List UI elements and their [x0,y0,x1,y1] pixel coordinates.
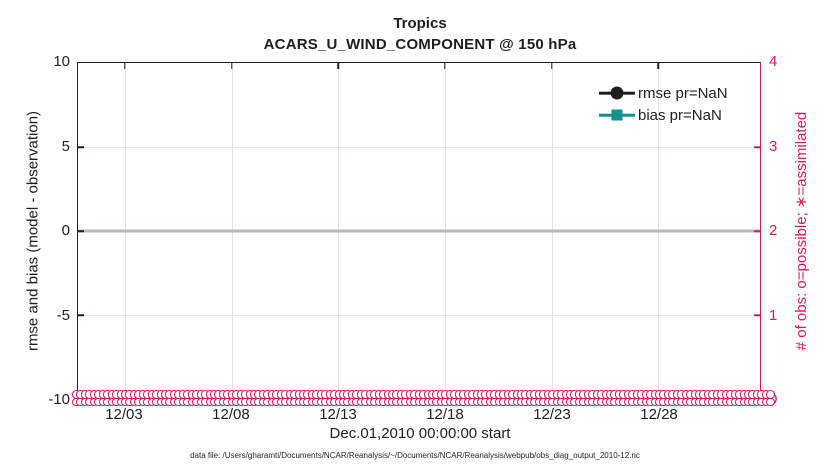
x-axis-tick-label: 12/08 [212,406,250,423]
legend-item: rmse pr=NaN [599,82,728,104]
x-axis-label: Dec.01,2010 00:00:00 start [329,425,511,442]
legend-sample [599,86,635,100]
legend-item: bias pr=NaN [599,104,728,126]
right-axis-tick-label: 1 [769,306,778,324]
x-tick-mark [230,63,233,69]
right-axis-tick-label: 3 [769,137,778,155]
x-tick-mark [657,63,660,69]
x-axis-tick-label: 12/28 [640,406,678,423]
x-tick-mark [124,63,126,69]
x-tick-mark [444,63,446,69]
x-tick-mark [337,63,339,69]
left-tick-mark [78,314,84,316]
legend: rmse pr=NaN bias pr=NaN [599,82,728,126]
chart-title: Tropics [393,15,447,32]
left-tick-mark [78,146,84,148]
legend-label: bias pr=NaN [638,106,722,124]
x-tick-mark [550,63,553,69]
right-axis-tick-label: 2 [769,222,778,239]
left-axis-tick-label: -5 [56,306,70,324]
square-marker-icon [611,109,623,121]
left-axis-tick-label: 10 [53,53,70,70]
right-axis-gridline [78,315,760,316]
obs-marker [766,397,775,407]
right-tick-mark [754,230,760,232]
x-axis-tick-label: 12/13 [319,406,357,423]
right-axis-tick-label: 4 [769,53,778,70]
legend-label: rmse pr=NaN [638,84,728,102]
circle-marker-icon [610,86,624,100]
x-axis-tick-label: 12/03 [105,406,143,423]
right-tick-mark [754,146,760,148]
x-axis-tick-label: 12/18 [426,406,464,423]
right-axis-gridline [78,147,760,148]
left-axis-tick-label: 0 [61,222,70,239]
right-axis-label: # of obs: o=possible; ∗=assimilated [793,111,810,351]
left-tick-mark [78,230,84,232]
data-file-footnote: data file: /Users/gharamti/Documents/NCA… [190,451,640,460]
zero-reference-line [78,229,760,233]
left-axis-tick-label: 5 [61,137,70,155]
legend-sample [599,108,635,122]
left-axis-label: rmse and bias (model - observation) [24,110,42,352]
obs-count-marker-band [72,390,775,408]
left-axis-tick-label: -10 [48,391,70,408]
chart-subtitle: ACARS_U_WIND_COMPONENT @ 150 hPa [263,36,577,53]
chart-title-block: Tropics ACARS_U_WIND_COMPONENT @ 150 hPa [78,14,762,56]
right-tick-mark [754,314,760,316]
x-axis-tick-label: 12/23 [533,406,571,423]
